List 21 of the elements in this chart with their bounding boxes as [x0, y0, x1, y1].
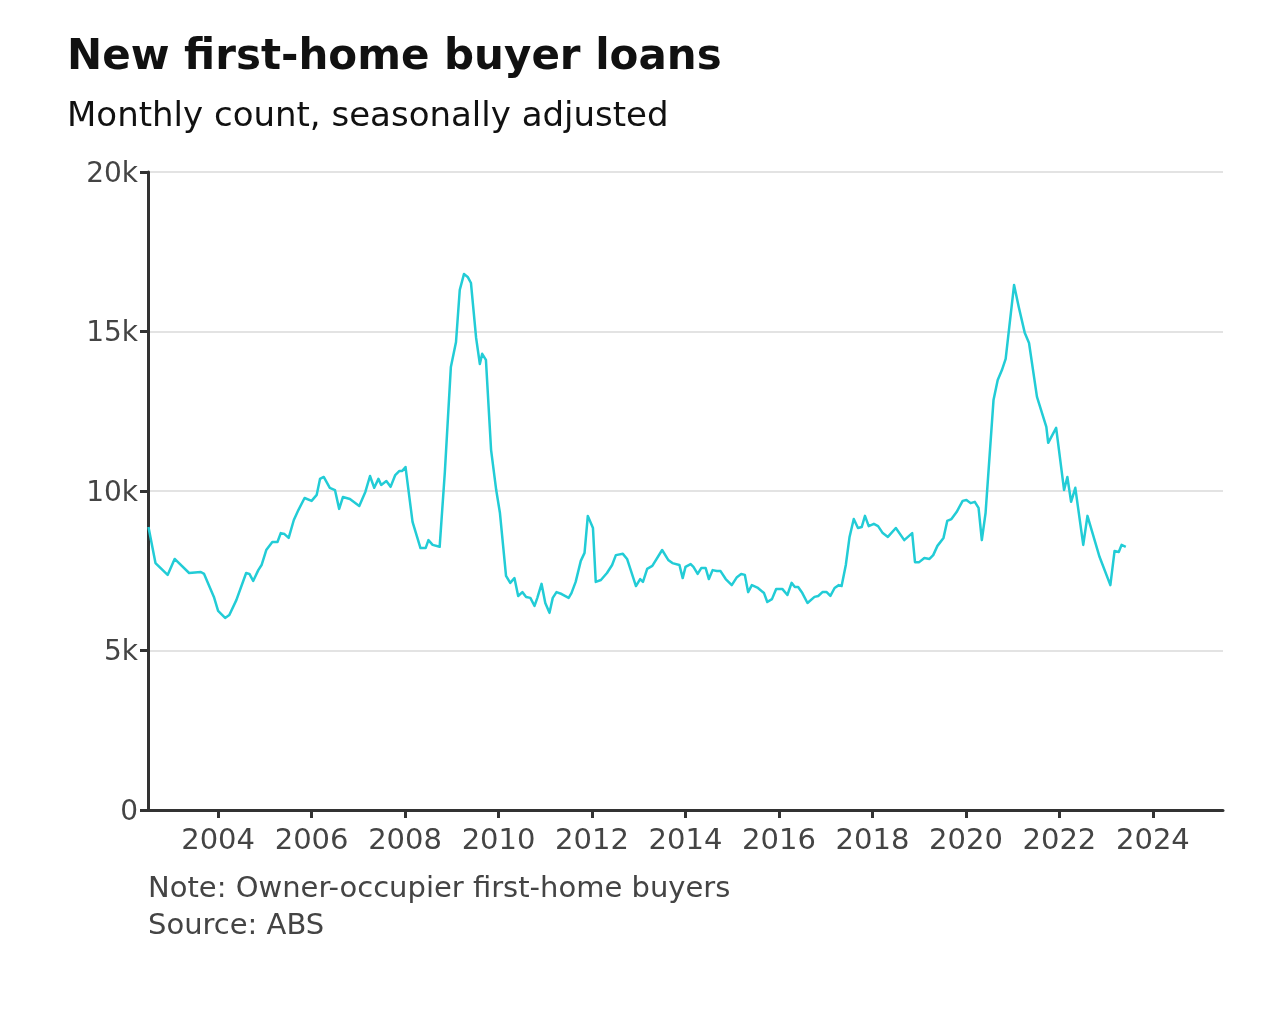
text: Note: Owner-occupier first-home buyers: [148, 869, 731, 904]
x-tick-label: 2016: [742, 821, 816, 856]
y-tick-label: 10k: [86, 474, 139, 508]
x-tick-label: 2008: [368, 821, 442, 856]
x-tick-label: 2012: [555, 821, 629, 856]
x-tick-label: 2020: [929, 821, 1003, 856]
y-tick-label: 20k: [86, 155, 139, 189]
source-note: Source: ABS: [148, 906, 325, 941]
x-tick-label: 2014: [648, 821, 723, 856]
x-tick-label: 2004: [181, 821, 256, 856]
chart-subtitle: Monthly count, seasonally adjusted: [67, 94, 669, 134]
y-tick-label: 0: [120, 793, 138, 827]
x-tick-label: 2006: [274, 821, 349, 856]
x-tick-label: 2010: [461, 821, 536, 856]
line-series: [147, 272, 1128, 620]
chart-title: New first-home buyer loans: [67, 29, 722, 79]
x-tick-label: 2018: [835, 821, 910, 856]
x-tick-label: 2022: [1022, 821, 1097, 856]
x-tick-label: 2024: [1115, 821, 1190, 856]
y-tick-label: 15k: [86, 315, 139, 348]
y-tick-label: 5k: [103, 634, 139, 667]
